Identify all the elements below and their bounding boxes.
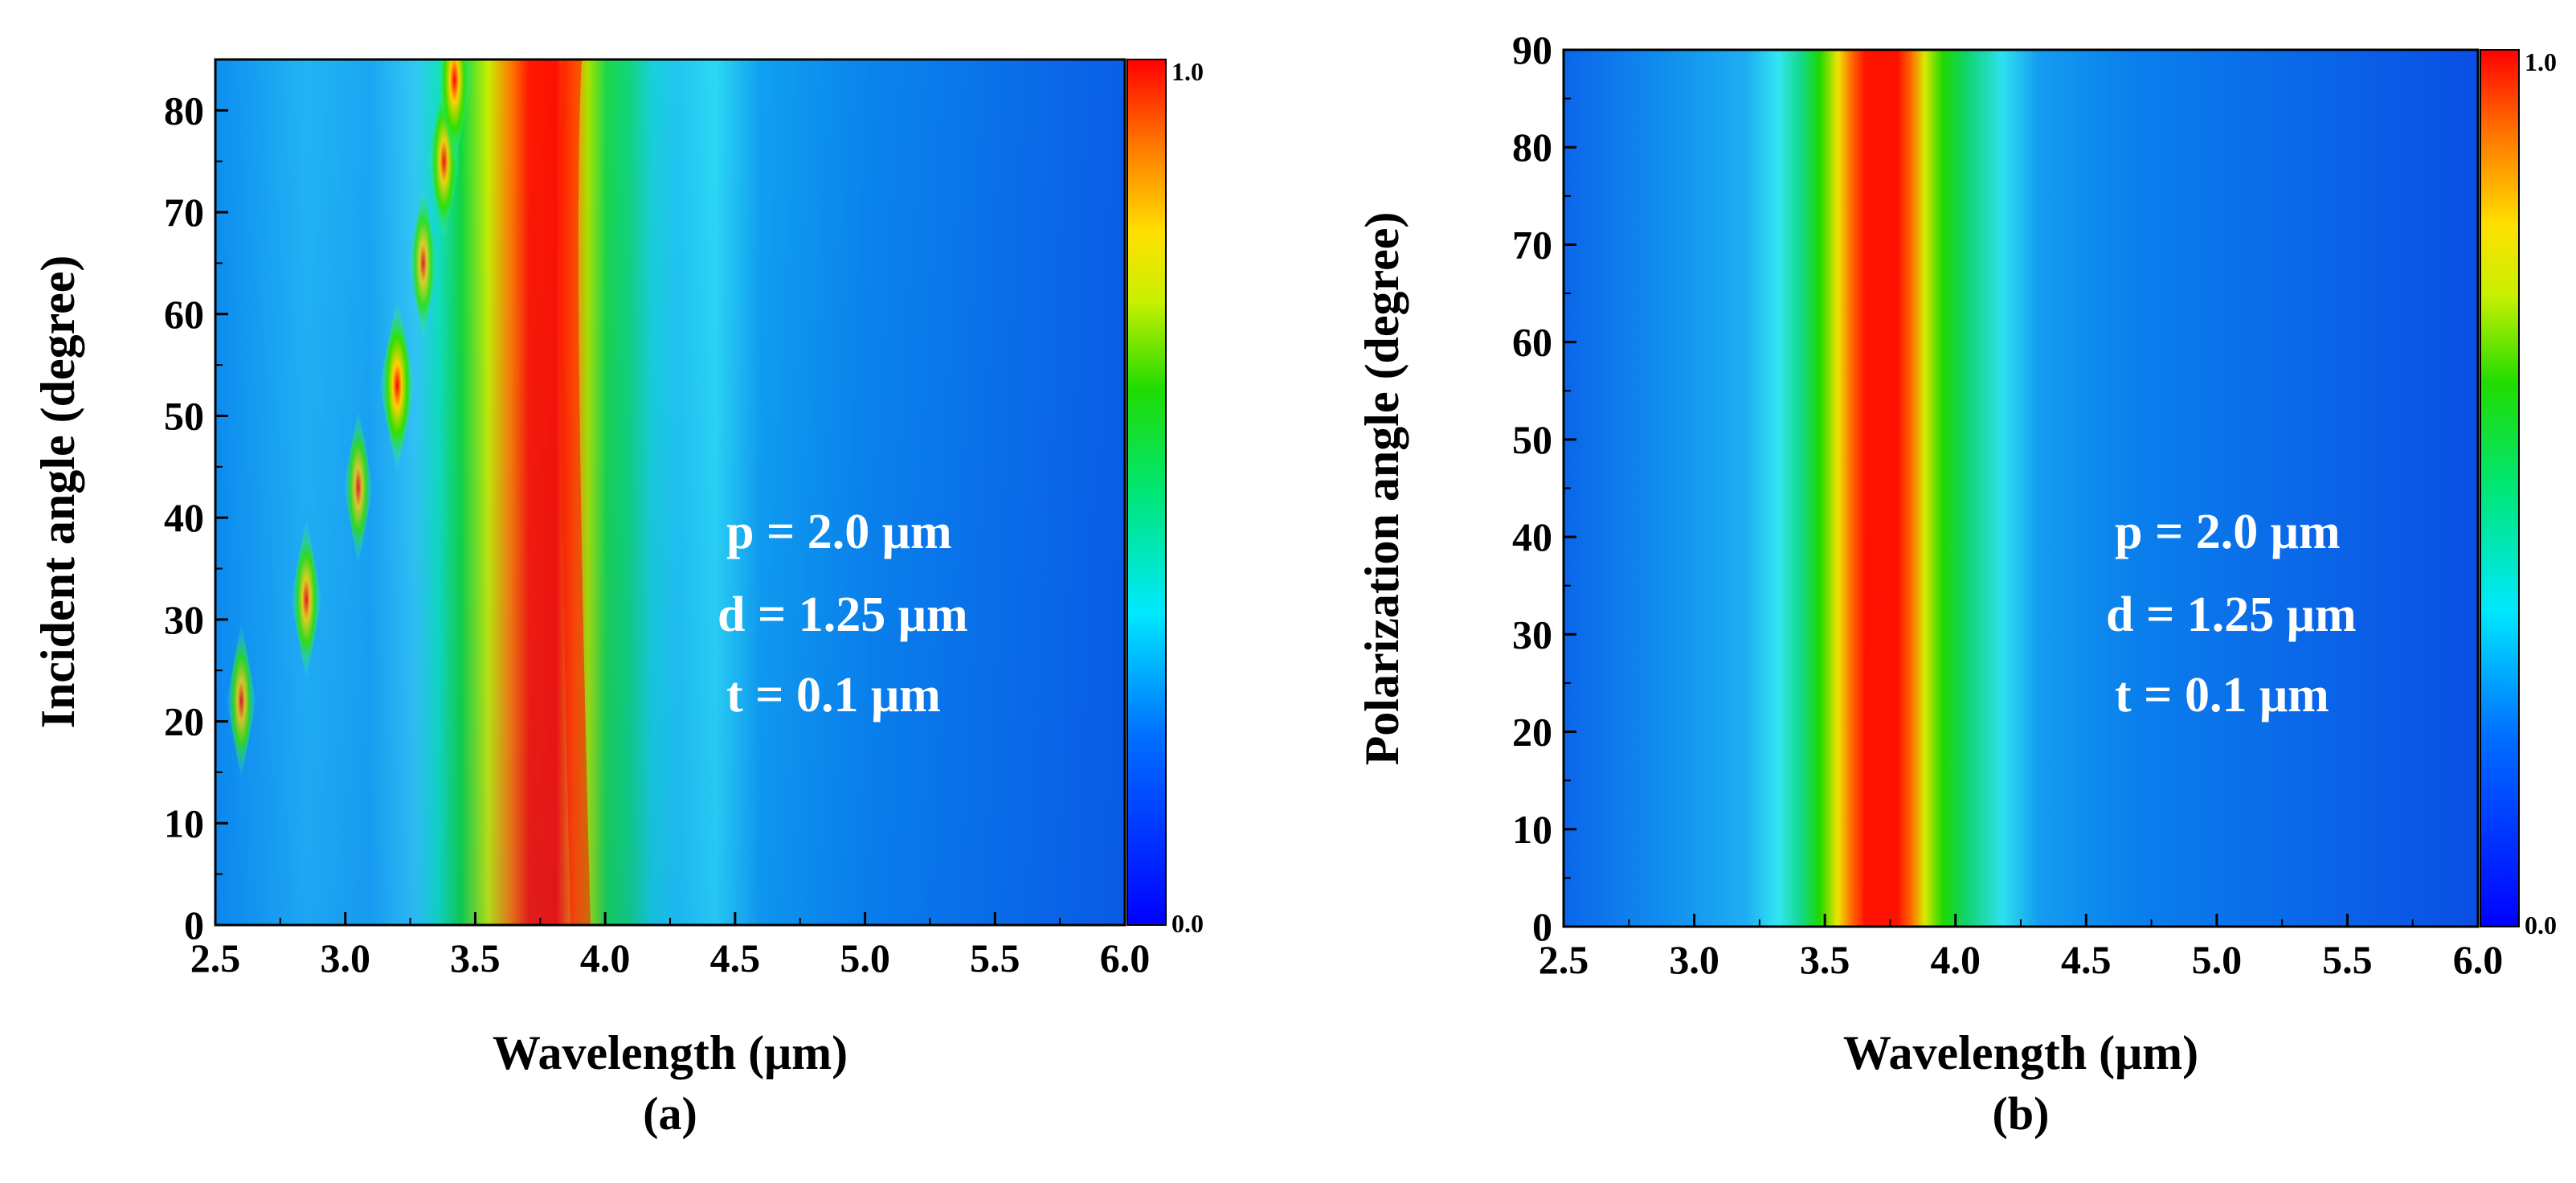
colorbar-b <box>2480 49 2520 927</box>
x-tick-label-b: 5.0 <box>2192 937 2243 982</box>
x-tick-label-a: 5.0 <box>840 935 890 980</box>
y-tick-label-b: 80 <box>1512 125 1552 170</box>
x-tick-label-b: 4.0 <box>1930 937 1981 982</box>
annotation-b-d: d = 1.25 μm <box>2106 587 2357 642</box>
x-tick-label-a: 3.5 <box>450 935 501 980</box>
x-tick-label-a: 4.0 <box>580 935 631 980</box>
axes-a: 2.5 3.0 3.5 4.0 4.5 5.0 5.5 6.0 0 10 20 30 40 50 60 70 8… <box>164 88 1150 980</box>
y-tick-label-b: 40 <box>1512 514 1552 559</box>
colorbar-a-max-label: 1.0 <box>1171 57 1204 86</box>
y-tick-label-a: 80 <box>164 88 204 133</box>
y-tick-label-a: 60 <box>164 292 204 337</box>
diffraction-peak <box>343 408 373 567</box>
y-tick-label-a: 20 <box>164 699 204 744</box>
x-tick-label-b: 2.5 <box>1539 937 1589 982</box>
heatmap-b-field <box>1564 50 2478 927</box>
y-tick-label-b: 90 <box>1512 27 1552 72</box>
annotation-a-t: t = 0.1 μm <box>726 668 941 722</box>
x-tick-label-a: 5.5 <box>970 935 1020 980</box>
y-tick-label-b: 20 <box>1512 710 1552 755</box>
y-tick-label-b: 70 <box>1512 222 1552 267</box>
x-axis-label-b: Wavelength (μm) <box>1843 1026 2198 1079</box>
diffraction-peak <box>379 297 415 474</box>
y-tick-label-a: 0 <box>184 903 204 948</box>
annotation-b-t: t = 0.1 μm <box>2115 668 2329 722</box>
heatmap-a-peak-bend <box>559 59 591 925</box>
y-tick-label-a: 70 <box>164 190 204 235</box>
panel-label-a: (a) <box>643 1087 697 1140</box>
y-axis-label-a: Incident angle (degree) <box>31 256 84 729</box>
annotation-b-p: p = 2.0 μm <box>2115 505 2341 559</box>
x-tick-label-b: 5.5 <box>2322 937 2373 982</box>
x-axis-label-a: Wavelength (μm) <box>493 1026 848 1079</box>
x-tick-label-a: 4.5 <box>710 935 761 980</box>
y-tick-label-a: 10 <box>164 800 204 845</box>
y-tick-label-b: 30 <box>1512 612 1552 657</box>
heatmap-b-peak-bend <box>1862 50 1893 927</box>
x-tick-label-b: 4.5 <box>2061 937 2112 982</box>
x-tick-label-a: 3.0 <box>320 935 370 980</box>
axes-b: 2.5 3.0 3.5 4.0 4.5 5.0 5.5 6.0 0 10 20 30 40 50 60 70 8… <box>1512 27 2503 982</box>
colorbar-a <box>1126 59 1167 926</box>
x-tick-label-a: 2.5 <box>190 935 241 980</box>
diffraction-peaks <box>227 59 472 780</box>
x-tick-label-b: 3.0 <box>1669 937 1719 982</box>
colorbar-b-min-label: 0.0 <box>2525 911 2557 939</box>
panel-label-b: (b) <box>1993 1087 2050 1140</box>
annotation-a-p: p = 2.0 μm <box>726 505 952 559</box>
y-tick-label-a: 30 <box>164 597 204 642</box>
y-tick-label-b: 0 <box>1532 904 1552 949</box>
panel-b-heatmap: 2.5 3.0 3.5 4.0 4.5 5.0 5.5 6.0 0 10 20 30 40 50 60 70 8… <box>1355 27 2557 1140</box>
x-tick-label-b: 3.5 <box>1800 937 1850 982</box>
diffraction-peak <box>227 622 256 780</box>
y-tick-label-b: 10 <box>1512 807 1552 852</box>
x-tick-label-a: 6.0 <box>1100 935 1151 980</box>
diffraction-peak <box>427 77 460 245</box>
y-tick-label-b: 60 <box>1512 320 1552 365</box>
x-tick-label-b: 6.0 <box>2453 937 2504 982</box>
y-tick-label-a: 40 <box>164 495 204 540</box>
diffraction-peak <box>291 518 322 681</box>
y-axis-label-b: Polarization angle (degree) <box>1355 212 1409 766</box>
colorbar-b-max-label: 1.0 <box>2525 47 2557 76</box>
panel-a-heatmap: 2.5 3.0 3.5 4.0 4.5 5.0 5.5 6.0 0 10 20 30 40 50 60 70 8… <box>31 57 1204 1140</box>
y-tick-label-b: 50 <box>1512 417 1552 462</box>
colorbar-a-min-label: 0.0 <box>1171 909 1204 938</box>
annotation-a-d: d = 1.25 μm <box>718 587 968 642</box>
diffraction-peak <box>408 184 438 342</box>
diffraction-peak <box>436 59 472 169</box>
y-tick-label-a: 50 <box>164 393 204 438</box>
